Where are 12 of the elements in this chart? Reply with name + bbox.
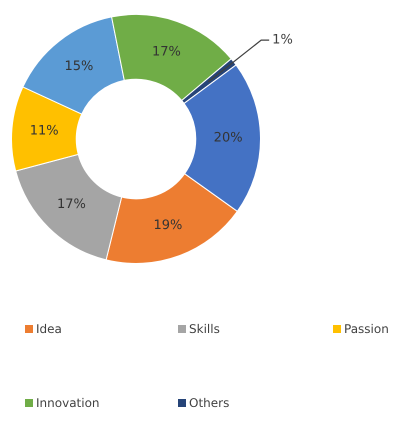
data-label: 11% [30,124,59,139]
legend-label: Idea [35,322,62,336]
data-label: 17% [56,197,86,212]
data-label: 15% [64,59,94,74]
data-label: 20% [214,130,243,146]
data-label: 17% [152,44,181,60]
data-label: 19% [154,218,182,233]
legend-label: Skills [188,322,220,336]
legend-label: Innovation [35,396,100,410]
legend-label: Passion [343,322,389,336]
legend-label: Others [188,396,230,410]
data-label: 1% [272,32,293,48]
